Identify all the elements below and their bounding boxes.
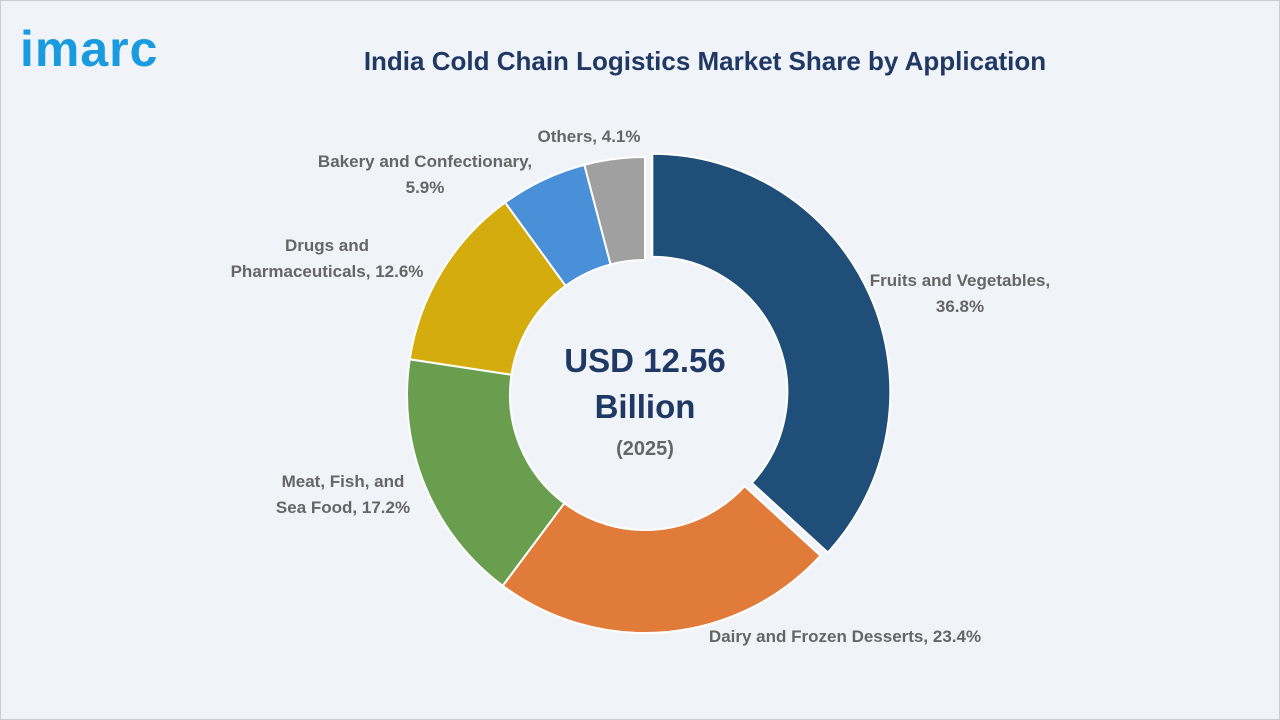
slice-value-label: 23.4% [932,627,982,646]
slice-value-label: 5.9% [405,178,445,197]
slice-category: Dairy and Frozen Desserts, [708,627,929,646]
donut-slice [501,484,822,634]
slice-value-label: 17.2% [361,498,411,517]
donut-slice [406,358,566,588]
center-label-box: USD 12.56 Billion (2025) [540,338,750,461]
slice-value-label: 12.6% [375,262,424,281]
slice-value-label: 4.1% [601,127,641,146]
donut-slice [651,152,892,554]
slice-label: Meat, Fish, and Sea Food, 17.2% [268,469,418,521]
slice-label: Drugs and Pharmaceuticals, 12.6% [220,233,435,285]
slice-category: Meat, Fish, and Sea Food, [275,472,405,517]
slice-category: Bakery and Confectionary, [317,152,533,171]
slice-label: Fruits and Vegetables, 36.8% [855,268,1065,320]
slice-category: Fruits and Vegetables, [869,271,1051,290]
center-label: USD 12.56 Billion [564,342,726,425]
slice-label: Others, 4.1% [509,124,669,150]
chart-title: India Cold Chain Logistics Market Share … [363,46,1047,76]
slice-label: Bakery and Confectionary, 5.9% [305,149,545,201]
donut-slice [583,155,646,266]
slice-value-label: 36.8% [935,297,985,316]
slice-label: Dairy and Frozen Desserts, 23.4% [685,624,1005,650]
slice-category: Others, [537,127,598,146]
logo: imarc [20,21,159,77]
slice-category: Drugs and Pharmaceuticals, [230,236,371,281]
center-sublabel: (2025) [616,438,674,460]
